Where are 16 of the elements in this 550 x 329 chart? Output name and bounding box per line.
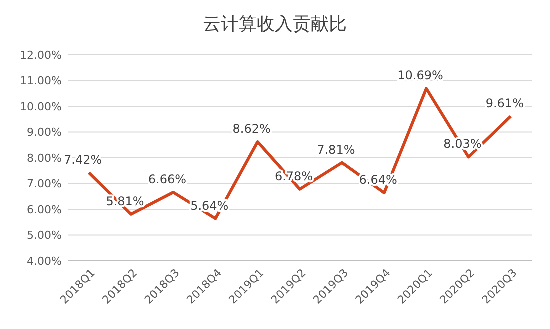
y-tick-label: 10.00%: [20, 100, 62, 114]
y-tick-label: 5.00%: [27, 229, 62, 242]
data-label: 8.62%: [232, 122, 271, 136]
data-label: 7.42%: [64, 152, 102, 167]
data-label: 9.61%: [486, 96, 524, 111]
y-tick-label: 9.00%: [27, 126, 62, 140]
y-tick-label: 12.00%: [20, 48, 62, 62]
data-label: 10.69%: [398, 68, 444, 83]
data-label: 6.66%: [148, 172, 187, 187]
y-tick-label: 6.00%: [27, 203, 62, 216]
y-tick-label: 7.00%: [27, 178, 62, 191]
data-label: 7.81%: [317, 142, 356, 157]
y-tick-label: 4.00%: [27, 254, 62, 268]
y-tick-label: 11.00%: [20, 74, 62, 88]
chart-title: 云计算收入贡献比: [203, 14, 347, 35]
y-tick-label: 8.00%: [27, 152, 62, 165]
